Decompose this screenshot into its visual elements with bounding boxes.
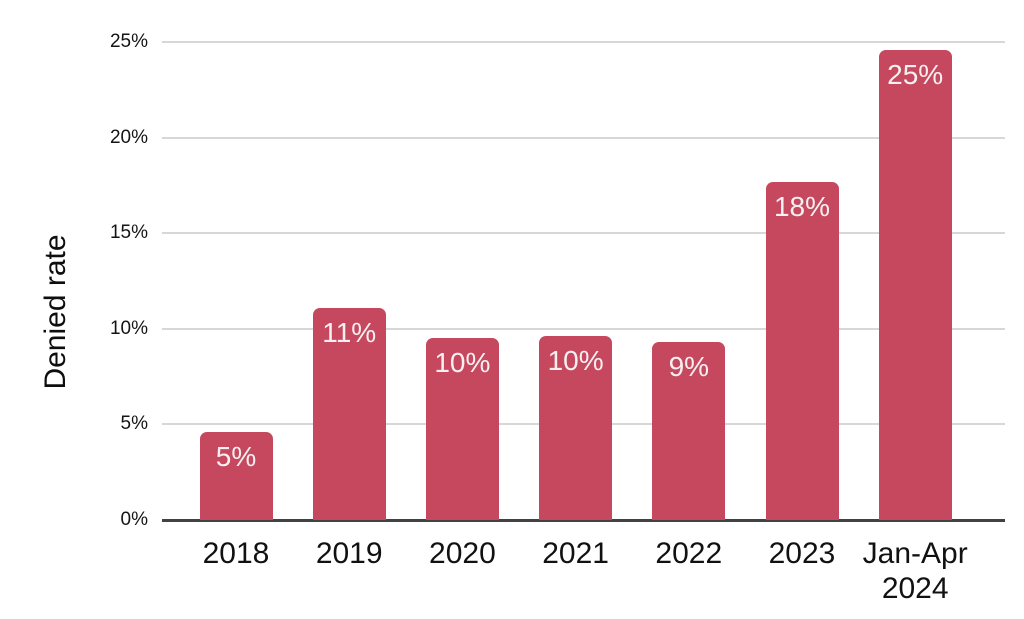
- y-tick-label: 0%: [120, 509, 148, 530]
- bar-2023: 18%: [765, 181, 839, 520]
- gridline: [162, 136, 1005, 139]
- bar-2021: 10%: [539, 336, 613, 520]
- bar-2018: 5%: [199, 432, 273, 520]
- y-axis-title: Denied rate: [39, 234, 72, 390]
- bar-value-label: 5%: [215, 441, 257, 473]
- x-tick-label: 2018: [202, 537, 270, 570]
- gridline: [162, 327, 1005, 330]
- x-tick-label: 2023: [768, 537, 836, 570]
- x-tick-label: 2020: [429, 537, 496, 570]
- bar-value-label: 10%: [547, 345, 604, 377]
- gridline: [162, 41, 1005, 43]
- gridline: [162, 232, 1005, 235]
- bar-2022: 9%: [652, 342, 726, 520]
- plot-area: 5% 11% 10% 10% 9% 18% 25%: [162, 41, 1005, 522]
- x-tick-label: 2022: [655, 537, 723, 570]
- x-axis-line: [162, 519, 1005, 522]
- bar-2020: 10%: [425, 338, 499, 520]
- y-tick-label: 15%: [109, 222, 148, 244]
- y-tick-label: 5%: [120, 413, 148, 435]
- bar-jan-apr-2024: 25%: [878, 49, 952, 520]
- bar-value-label: 9%: [668, 351, 710, 383]
- bar-2019: 11%: [312, 307, 386, 520]
- bar-value-label: 11%: [322, 316, 377, 348]
- bar-value-label: 10%: [434, 347, 491, 379]
- y-tick-label: 25%: [109, 31, 148, 52]
- bar-value-label: 25%: [887, 58, 944, 90]
- x-tick-label: 2021: [542, 537, 609, 570]
- y-tick-label: 20%: [109, 126, 148, 148]
- x-tick-label: 2019: [315, 537, 383, 570]
- y-tick-label: 10%: [109, 317, 148, 339]
- x-tick-label: Jan-Apr 2024: [862, 537, 968, 605]
- bar-value-label: 18%: [773, 190, 831, 222]
